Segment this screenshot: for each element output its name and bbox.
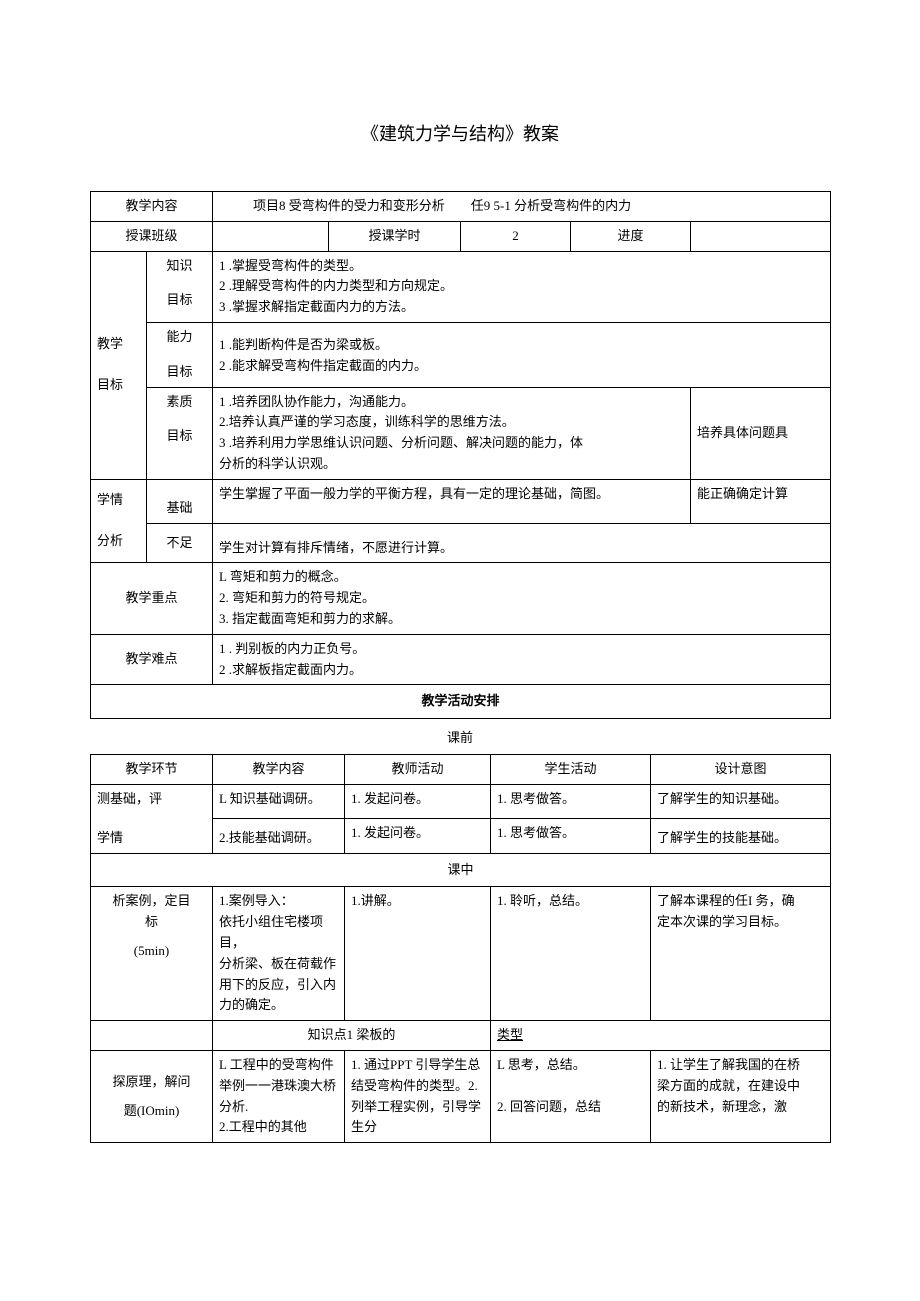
inclass-phase1: 析案例，定目 标 (5min)	[91, 887, 213, 1021]
pre-row2-teacher: 1. 发起问卷。	[345, 819, 491, 853]
in-row1-intent: 了解本课程的任I 务，确 定本次课的学习目标。	[651, 887, 831, 1021]
main-table: 教学内容 项目8 受弯构件的受力和变形分析 任9 5-1 分析受弯构件的内力 授…	[90, 191, 831, 719]
col-student: 学生活动	[491, 755, 651, 785]
label-progress: 进度	[571, 221, 691, 251]
kp-right: 类型	[491, 1021, 831, 1051]
pre-row2-student: 1. 思考做答。	[491, 819, 651, 853]
teaching-goals-label: 教学 目标	[91, 251, 147, 479]
knowledge-label: 知识 目标	[147, 251, 213, 322]
label-hours: 授课学时	[329, 221, 461, 251]
quality-label: 素质 目标	[147, 387, 213, 479]
knowledge-items: 1 .掌握受弯构件的类型。 2 .理解受弯构件的内力类型和方向规定。 3 .掌握…	[213, 251, 831, 322]
in-row1-content: 1.案例导入： 依托小组住宅楼项目， 分析梁、板在荷载作 用下的反应，引入内 力…	[213, 887, 345, 1021]
quality-items: 1 .培养团队协作能力，沟通能力。 2.培养认真严谨的学习态度，训练科学的思维方…	[213, 387, 691, 479]
pre-row1-intent: 了解学生的知识基础。	[651, 784, 831, 818]
pre-row1-student: 1. 思考做答。	[491, 784, 651, 818]
situation-label: 学情 分析	[91, 479, 147, 563]
label-teaching-content: 教学内容	[91, 192, 213, 222]
inclass-header: 课中	[91, 853, 831, 887]
col-phase: 教学环节	[91, 755, 213, 785]
difficulties-label: 教学难点	[91, 634, 213, 685]
kp-empty	[91, 1021, 213, 1051]
in-row2-intent: 1. 让学生了解我国的在桥 梁方面的成就，在建设中 的新技术，新理念，激	[651, 1050, 831, 1142]
preclass-phase: 测基础，评 学情	[91, 784, 213, 853]
teaching-content: 项目8 受弯构件的受力和变形分析 任9 5-1 分析受弯构件的内力	[213, 192, 831, 222]
in-row1-teacher: 1.讲解。	[345, 887, 491, 1021]
pre-row2-intent: 了解学生的技能基础。	[651, 819, 831, 853]
inclass-phase2: 探原理，解问 题(IOmin)	[91, 1050, 213, 1142]
in-row2-student: L 思考，总结。 2. 回答问题，总结	[491, 1050, 651, 1142]
col-teacher: 教师活动	[345, 755, 491, 785]
deficit-label: 不足	[147, 523, 213, 563]
keypoints-label: 教学重点	[91, 563, 213, 634]
col-intent: 设计意图	[651, 755, 831, 785]
difficulties-text: 1 . 判别板的内力正负号。 2 .求解板指定截面内力。	[213, 634, 831, 685]
basis-text: 学生掌握了平面一般力学的平衡方程，具有一定的理论基础，简图。	[213, 479, 691, 523]
label-class: 授课班级	[91, 221, 213, 251]
class-value	[213, 221, 329, 251]
ability-items: 1 .能判断构件是否为梁或板。 2 .能求解受弯构件指定截面的内力。	[213, 322, 831, 387]
progress-value	[691, 221, 831, 251]
pre-row1-teacher: 1. 发起问卷。	[345, 784, 491, 818]
quality-right: 培养具体问题具	[691, 387, 831, 479]
ability-label: 能力 目标	[147, 322, 213, 387]
in-row2-teacher: 1. 通过PPT 引导学生总 结受弯构件的类型。2. 列举工程实例，引导学 生分	[345, 1050, 491, 1142]
basis-right: 能正确确定计算	[691, 479, 831, 523]
preclass-label: 课前	[90, 719, 830, 754]
col-content: 教学内容	[213, 755, 345, 785]
document-title: 《建筑力学与结构》教案	[90, 120, 830, 146]
pre-row2-content: 2.技能基础调研。	[213, 819, 345, 853]
hours-value: 2	[461, 221, 571, 251]
in-row2-content: L 工程中的受弯构件 举例一一港珠澳大桥 分析. 2.工程中的其他	[213, 1050, 345, 1142]
deficit-text: 学生对计算有排斥情绪，不愿进行计算。	[213, 523, 831, 563]
in-row1-student: 1. 聆听，总结。	[491, 887, 651, 1021]
activity-header: 教学活动安排	[91, 685, 831, 719]
pre-row1-content: L 知识基础调研。	[213, 784, 345, 818]
kp-left: 知识点1 梁板的	[213, 1021, 491, 1051]
preclass-table: 教学环节 教学内容 教师活动 学生活动 设计意图 测基础，评 学情 L 知识基础…	[90, 754, 831, 1143]
basis-label: 基础	[147, 479, 213, 523]
keypoints-text: L 弯矩和剪力的概念。 2. 弯矩和剪力的符号规定。 3. 指定截面弯矩和剪力的…	[213, 563, 831, 634]
